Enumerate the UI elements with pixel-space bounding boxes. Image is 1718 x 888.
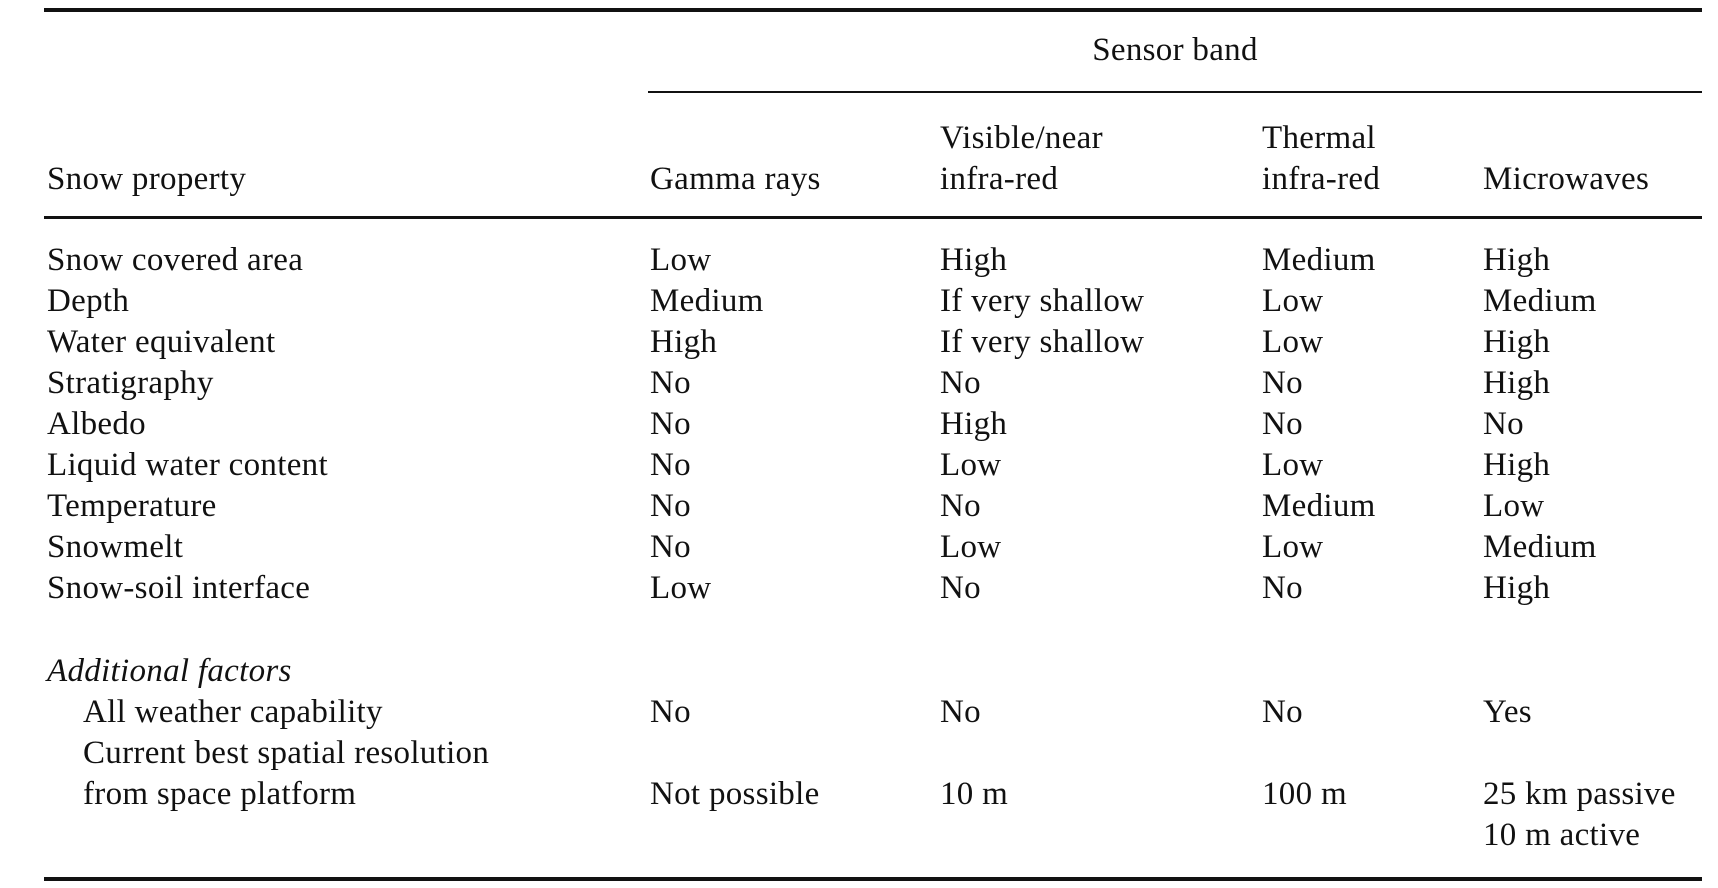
additional-factors-label: Additional factors — [47, 653, 292, 689]
table-cell: High — [940, 406, 1008, 442]
spanner-header: Sensor band — [1092, 32, 1258, 68]
additional-row-property: Current best spatial resolution — [83, 735, 490, 771]
column-header-gamma: Gamma rays — [650, 161, 821, 197]
table-cell: High — [1483, 447, 1551, 483]
table-cell: No — [650, 488, 691, 524]
table-cell: No — [1262, 570, 1303, 606]
row-property: Snow-soil interface — [47, 570, 311, 606]
additional-row-cell: 10 m — [940, 776, 1009, 812]
column-header-thermal-line1: Thermal — [1262, 120, 1376, 156]
table-cell: No — [650, 447, 691, 483]
table-cell: Medium — [1483, 283, 1597, 319]
row-property: Temperature — [47, 488, 217, 524]
table-cell: If very shallow — [940, 324, 1145, 360]
header-rule — [44, 216, 1702, 219]
row-property: Water equivalent — [47, 324, 276, 360]
table-cell: No — [1262, 365, 1303, 401]
stub-header: Snow property — [47, 161, 247, 197]
additional-row-cell: 10 m active — [1483, 817, 1641, 853]
row-property: Snow covered area — [47, 242, 304, 278]
additional-row-cell: No — [650, 694, 691, 730]
top-rule — [44, 8, 1702, 12]
additional-row-cell: Not possible — [650, 776, 820, 812]
table-cell: Low — [1262, 447, 1324, 483]
table-cell: High — [1483, 365, 1551, 401]
table-cell: High — [650, 324, 718, 360]
table-cell: Low — [940, 447, 1002, 483]
column-header-visible-line1: Visible/near — [940, 120, 1103, 156]
spanner-rule — [648, 91, 1702, 93]
row-property: Albedo — [47, 406, 146, 442]
additional-row-cell: 100 m — [1262, 776, 1347, 812]
row-property: Depth — [47, 283, 130, 319]
table-cell: Low — [1262, 529, 1324, 565]
table-cell: Medium — [1262, 488, 1376, 524]
table-cell: No — [650, 406, 691, 442]
table-cell: If very shallow — [940, 283, 1145, 319]
bottom-rule — [44, 877, 1702, 881]
table-cell: Low — [650, 570, 712, 606]
table-cell: No — [650, 365, 691, 401]
table-cell: Medium — [1483, 529, 1597, 565]
table-cell: No — [940, 365, 981, 401]
additional-row-property: from space platform — [83, 776, 357, 812]
table-cell: No — [650, 529, 691, 565]
table-cell: No — [1483, 406, 1524, 442]
table-cell: Low — [650, 242, 712, 278]
row-property: Stratigraphy — [47, 365, 214, 401]
additional-row-cell: No — [940, 694, 981, 730]
table-cell: Medium — [1262, 242, 1376, 278]
additional-row-cell: Yes — [1483, 694, 1532, 730]
table-cell: Low — [1262, 324, 1324, 360]
additional-row-property: All weather capability — [83, 694, 383, 730]
table-cell: Low — [1262, 283, 1324, 319]
table-cell: No — [940, 488, 981, 524]
table-cell: High — [1483, 570, 1551, 606]
table-cell: High — [1483, 242, 1551, 278]
additional-row-cell: No — [1262, 694, 1303, 730]
column-header-visible-line2: infra-red — [940, 161, 1059, 197]
table-cell: No — [940, 570, 981, 606]
table-cell: Low — [940, 529, 1002, 565]
column-header-thermal-line2: infra-red — [1262, 161, 1381, 197]
row-property: Snowmelt — [47, 529, 184, 565]
table-cell: Medium — [650, 283, 764, 319]
table-cell: High — [940, 242, 1008, 278]
column-header-microwaves: Microwaves — [1483, 161, 1650, 197]
row-property: Liquid water content — [47, 447, 328, 483]
table-cell: No — [1262, 406, 1303, 442]
table-cell: High — [1483, 324, 1551, 360]
additional-row-cell: 25 km passive — [1483, 776, 1676, 812]
table-cell: Low — [1483, 488, 1545, 524]
